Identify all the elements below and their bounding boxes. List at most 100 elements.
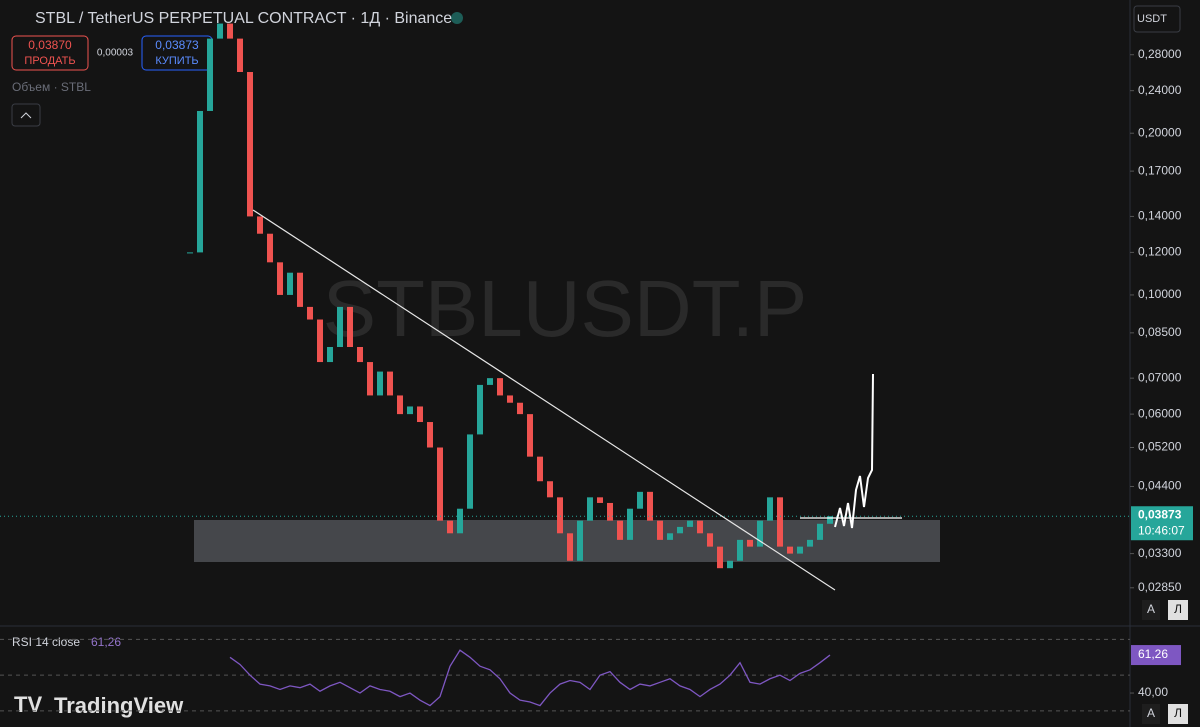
trendline [252,209,836,591]
candle [217,23,223,39]
candle [397,395,403,415]
candle [527,414,533,457]
candle [567,533,573,561]
candle [247,72,253,217]
y-tick-label: 0,20000 [1138,125,1182,139]
candle [237,38,243,73]
candle [817,523,823,540]
candle [467,434,473,509]
candle [677,526,683,534]
candle [337,306,343,347]
candle [307,306,313,320]
candle [317,319,323,363]
candle [437,447,443,521]
candle [787,546,793,554]
candle [577,520,583,561]
currency-button[interactable] [1133,5,1181,33]
y-tick-label: 0,05200 [1138,440,1182,454]
candle [267,233,273,263]
candle [667,533,673,540]
rsi-line [229,649,831,707]
candle [227,23,233,39]
spread: 0,00003 [97,48,134,59]
buy-label: КУПИТЬ [155,55,198,67]
last-price-badge [1131,506,1193,541]
candle [627,508,633,540]
candle [607,502,613,521]
rsi-log-label: Л [1174,706,1182,720]
rsi-auto-button[interactable] [1142,704,1160,724]
chevron [20,112,32,119]
candle [597,497,603,503]
candle [447,520,453,534]
log-button[interactable] [1168,600,1188,620]
y-tick-label: 0,03300 [1138,546,1182,560]
rsi-badge [1131,645,1181,666]
rsi-badge-value: 61,26 [1138,647,1168,661]
y-tick-label: 0,12000 [1138,245,1182,259]
candle [407,406,413,415]
candle [647,491,653,521]
candle [557,497,563,534]
y-tick-label: 0,08500 [1138,325,1182,339]
candle [727,560,733,569]
candle [367,362,373,396]
y-tick-label: 0,24000 [1138,83,1182,97]
candle [347,306,353,347]
last-price: 0,03873 [1138,507,1182,521]
collapse-button[interactable] [11,103,41,127]
candle [637,491,643,509]
candle [697,520,703,534]
rsi-log-button[interactable] [1168,704,1188,724]
sell-button[interactable] [11,35,89,71]
rsi-tick-label: 40,00 [1138,685,1168,699]
candle [827,516,833,524]
y-tick-label: 0,10000 [1138,287,1182,301]
candle [717,546,723,569]
candle [537,456,543,482]
candle [507,395,513,403]
y-tick-label: 0,07000 [1138,370,1182,384]
candle [477,384,483,435]
candle [377,371,383,396]
candle [497,378,503,396]
candle [187,252,193,254]
candle [327,346,333,363]
candle [767,497,773,521]
candle [757,520,763,547]
candle [427,422,433,448]
y-tick-label: 0,06000 [1138,406,1182,420]
volume-label: Объем · STBL [12,80,91,94]
candle [617,520,623,540]
projection-arrow [834,373,874,529]
candle [197,110,203,253]
candle [707,533,713,547]
y-tick-label: 0,17000 [1138,163,1182,177]
symbol-title: STBL / TetherUS PERPETUAL CONTRACT · 1Д … [35,10,452,27]
brand-logo: TV [14,692,42,717]
sell-price: 0,03870 [28,38,72,52]
buy-price: 0,03873 [155,38,199,52]
candle [297,272,303,307]
candle [737,539,743,561]
sell-label: ПРОДАТЬ [24,55,75,67]
status-dot [451,12,463,24]
candle [387,371,393,396]
auto-label: А [1147,602,1155,616]
candle [687,520,693,527]
brand: TradingView [54,693,184,718]
candle [657,520,663,540]
candle [747,539,753,547]
y-tick-label: 0,28000 [1138,47,1182,61]
rsi-auto-label: А [1147,706,1155,720]
auto-button[interactable] [1142,600,1160,620]
candle [357,346,363,363]
countdown: 10:46:07 [1138,523,1185,537]
rsi-label: RSI 14 close [12,635,80,649]
candle [487,378,493,385]
log-label: Л [1174,602,1182,616]
candle [517,402,523,415]
candle [257,216,263,234]
